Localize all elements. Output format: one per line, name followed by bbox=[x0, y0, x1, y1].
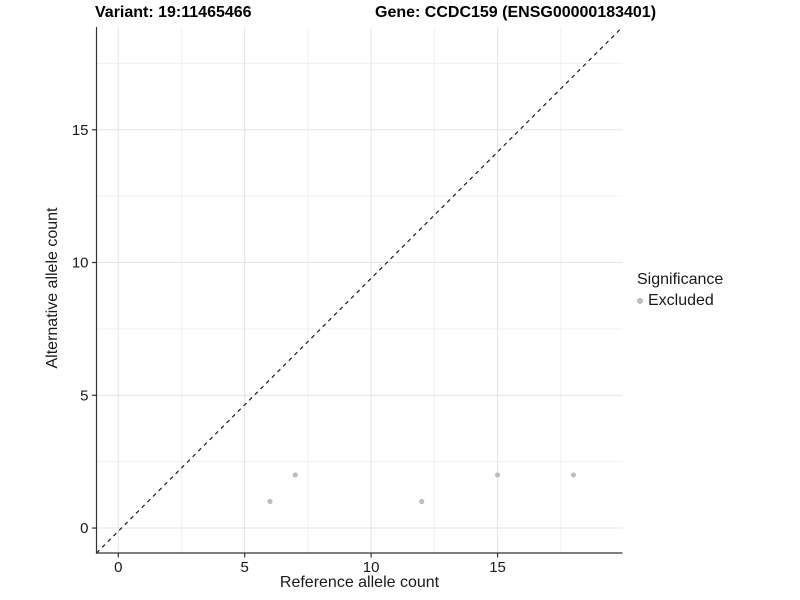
y-tick-label: 15 bbox=[72, 122, 89, 139]
data-point bbox=[292, 472, 298, 478]
x-axis-title: Reference allele count bbox=[279, 574, 440, 591]
plot-title-gene: Gene: CCDC159 (ENSG00000183401) bbox=[375, 4, 657, 21]
legend-item-excluded: Excluded bbox=[637, 292, 723, 310]
identity-reference-line bbox=[96, 26, 623, 554]
data-point bbox=[267, 498, 273, 505]
legend-title: Significance bbox=[637, 271, 724, 288]
x-tick-label: 15 bbox=[489, 559, 506, 576]
plot-title-variant: Variant: 19:11465466 bbox=[95, 4, 252, 21]
legend: Significance Excluded bbox=[637, 271, 723, 310]
y-axis-title: Alternative allele count bbox=[44, 207, 61, 369]
data-point bbox=[494, 472, 501, 478]
y-tick-label: 5 bbox=[80, 387, 88, 404]
y-tick-label: 10 bbox=[72, 255, 89, 272]
x-tick-label: 10 bbox=[363, 559, 380, 576]
legend-point-icon bbox=[637, 298, 643, 304]
y-tick-label: 0 bbox=[80, 520, 88, 537]
legend-item-label: Excluded bbox=[648, 292, 714, 309]
data-point bbox=[419, 498, 425, 505]
x-tick-label: 5 bbox=[241, 559, 249, 576]
x-tick-label: 0 bbox=[114, 559, 122, 576]
data-point bbox=[570, 472, 577, 478]
